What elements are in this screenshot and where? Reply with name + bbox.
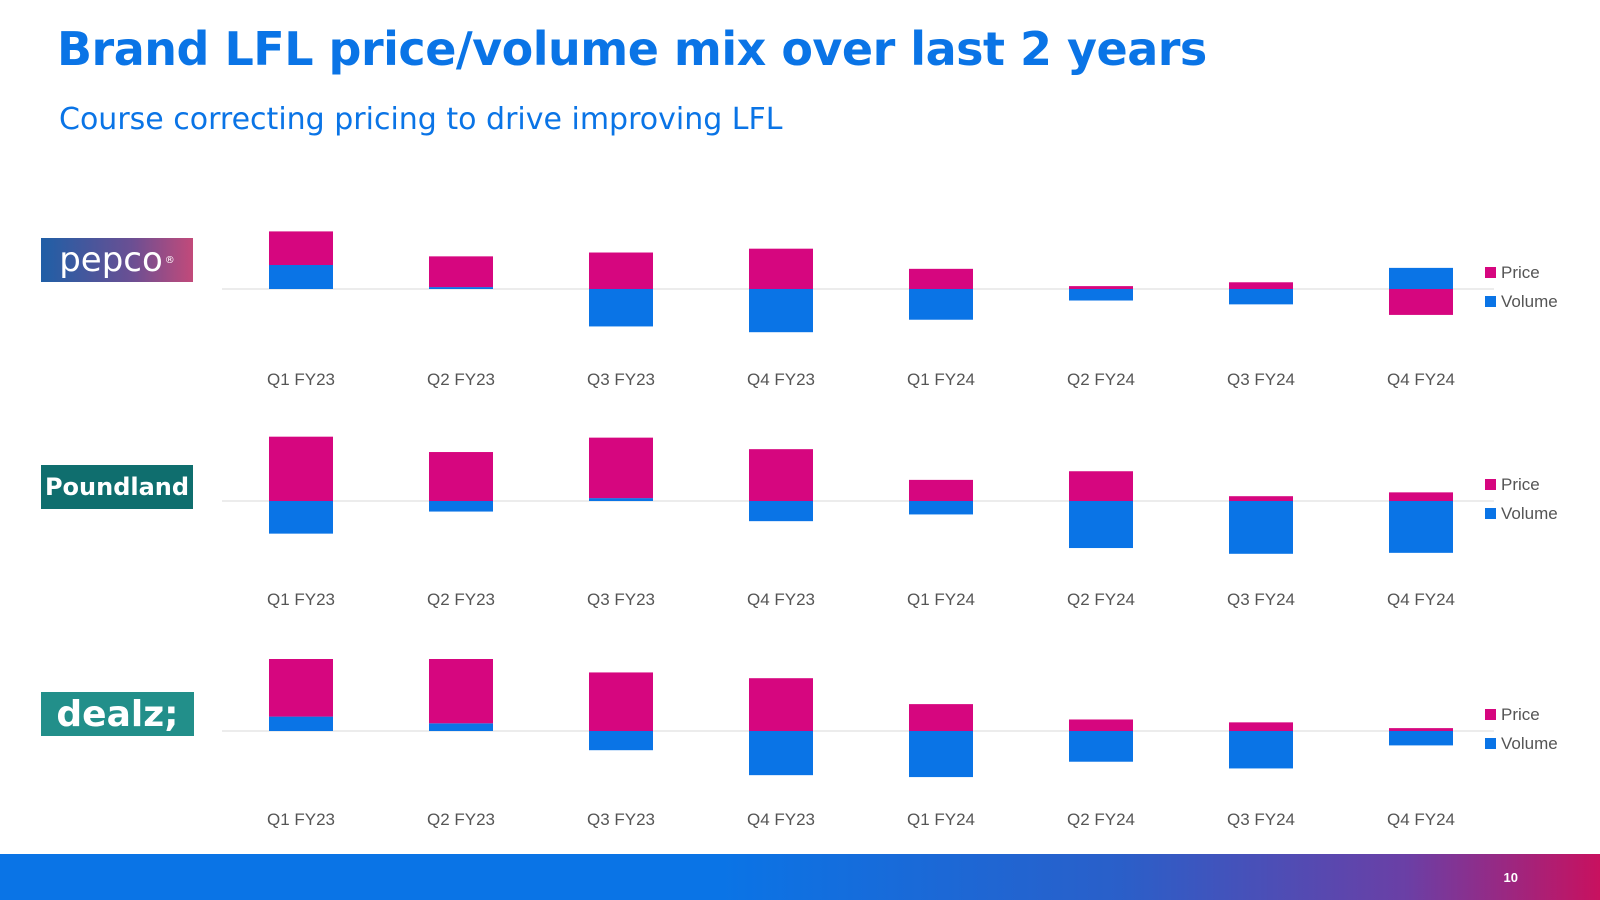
dealz-bar-volume-1 xyxy=(269,716,333,731)
dealz-bar-price-3 xyxy=(589,672,653,731)
page-subtitle: Course correcting pricing to drive impro… xyxy=(59,102,783,137)
pepco-tick-label: Q3 FY24 xyxy=(1227,370,1295,389)
dealz-bar-price-6 xyxy=(1069,719,1133,731)
poundland-bar-price-7 xyxy=(1229,496,1293,501)
dealz-bar-volume-3 xyxy=(589,731,653,751)
poundland-tick-label: Q2 FY23 xyxy=(427,590,495,609)
pepco-bar-volume-3 xyxy=(589,289,653,327)
poundland-tick-label: Q1 FY24 xyxy=(907,590,975,609)
dealz-bar-volume-8 xyxy=(1389,731,1453,746)
dealz-tick-label: Q3 FY23 xyxy=(587,810,655,829)
poundland-legend-swatch-volume xyxy=(1485,508,1496,519)
pepco-bar-price-1 xyxy=(269,231,333,265)
dealz-bar-volume-6 xyxy=(1069,731,1133,762)
pepco-tick-label: Q2 FY24 xyxy=(1067,370,1135,389)
dealz-tick-label: Q4 FY23 xyxy=(747,810,815,829)
poundland-bar-price-3 xyxy=(589,437,653,499)
pepco-tick-label: Q4 FY24 xyxy=(1387,370,1455,389)
poundland-bar-volume-4 xyxy=(749,501,813,522)
pepco-tick-label: Q1 FY24 xyxy=(907,370,975,389)
dealz-legend-swatch-volume xyxy=(1485,738,1496,749)
pepco-bar-volume-5 xyxy=(909,289,973,320)
dealz-logo: dealz; xyxy=(41,692,194,736)
pepco-legend-volume: Volume xyxy=(1501,292,1558,311)
poundland-tick-label: Q4 FY24 xyxy=(1387,590,1455,609)
dealz-bar-price-2 xyxy=(429,659,493,724)
dealz-bar-volume-4 xyxy=(749,731,813,776)
pepco-bar-volume-8 xyxy=(1389,267,1453,289)
dealz-legend-price: Price xyxy=(1501,705,1540,724)
poundland-bar-volume-2 xyxy=(429,501,493,512)
poundland-bar-price-8 xyxy=(1389,492,1453,501)
poundland-bar-volume-6 xyxy=(1069,501,1133,549)
pepco-bar-volume-2 xyxy=(429,287,493,289)
poundland-bar-volume-8 xyxy=(1389,501,1453,553)
pepco-tick-label: Q4 FY23 xyxy=(747,370,815,389)
pepco-legend-swatch-price xyxy=(1485,267,1496,278)
dealz-tick-label: Q1 FY24 xyxy=(907,810,975,829)
pepco-bar-volume-4 xyxy=(749,289,813,333)
poundland-bar-volume-5 xyxy=(909,501,973,515)
dealz-bar-volume-7 xyxy=(1229,731,1293,769)
poundland-tick-label: Q4 FY23 xyxy=(747,590,815,609)
dealz-tick-label: Q2 FY24 xyxy=(1067,810,1135,829)
dealz-legend-volume: Volume xyxy=(1501,734,1558,753)
pepco-bar-price-3 xyxy=(589,252,653,289)
dealz-tick-label: Q2 FY23 xyxy=(427,810,495,829)
pepco-legend-price: Price xyxy=(1501,263,1540,282)
dealz-bar-volume-2 xyxy=(429,723,493,731)
poundland-logo: Poundland xyxy=(41,465,193,509)
pepco-bar-volume-6 xyxy=(1069,289,1133,301)
dealz-bar-price-4 xyxy=(749,678,813,731)
footer-bar: 10 xyxy=(0,854,1600,900)
dealz-tick-label: Q4 FY24 xyxy=(1387,810,1455,829)
pepco-tick-label: Q1 FY23 xyxy=(267,370,335,389)
dealz-tick-label: Q3 FY24 xyxy=(1227,810,1295,829)
poundland-bar-price-1 xyxy=(269,436,333,501)
dealz-logo-text: dealz; xyxy=(56,693,179,735)
poundland-tick-label: Q2 FY24 xyxy=(1067,590,1135,609)
pepco-logo: pepco ® xyxy=(41,238,193,282)
pepco-logo-mark: ® xyxy=(164,254,175,266)
poundland-bar-volume-1 xyxy=(269,501,333,534)
dealz-bar-price-5 xyxy=(909,704,973,731)
pepco-bar-volume-7 xyxy=(1229,289,1293,305)
pepco-bar-price-7 xyxy=(1229,282,1293,289)
poundland-bar-volume-7 xyxy=(1229,501,1293,554)
poundland-bar-price-5 xyxy=(909,479,973,501)
poundland-tick-label: Q1 FY23 xyxy=(267,590,335,609)
dealz-bar-volume-5 xyxy=(909,731,973,778)
page-number: 10 xyxy=(1503,870,1518,885)
page-title: Brand LFL price/volume mix over last 2 y… xyxy=(57,22,1207,76)
dealz-bar-price-1 xyxy=(269,659,333,717)
poundland-tick-label: Q3 FY24 xyxy=(1227,590,1295,609)
poundland-legend-swatch-price xyxy=(1485,479,1496,490)
dealz-legend-swatch-price xyxy=(1485,709,1496,720)
poundland-tick-label: Q3 FY23 xyxy=(587,590,655,609)
pepco-legend-swatch-volume xyxy=(1485,296,1496,307)
pepco-tick-label: Q3 FY23 xyxy=(587,370,655,389)
poundland-legend-price: Price xyxy=(1501,475,1540,494)
poundland-bar-price-6 xyxy=(1069,471,1133,501)
poundland-bar-volume-3 xyxy=(589,498,653,501)
poundland-legend-volume: Volume xyxy=(1501,504,1558,523)
pepco-bar-price-8 xyxy=(1389,289,1453,315)
poundland-bar-price-4 xyxy=(749,449,813,501)
dealz-bar-price-7 xyxy=(1229,722,1293,731)
pepco-bar-price-5 xyxy=(909,268,973,289)
pepco-logo-text: pepco xyxy=(59,240,163,280)
dealz-tick-label: Q1 FY23 xyxy=(267,810,335,829)
pepco-bar-price-2 xyxy=(429,256,493,288)
poundland-bar-price-2 xyxy=(429,452,493,501)
pepco-bar-price-6 xyxy=(1069,286,1133,289)
pepco-bar-price-4 xyxy=(749,248,813,289)
pepco-bar-volume-1 xyxy=(269,265,333,289)
poundland-logo-text: Poundland xyxy=(44,473,190,501)
pepco-tick-label: Q2 FY23 xyxy=(427,370,495,389)
dealz-bar-price-8 xyxy=(1389,728,1453,731)
